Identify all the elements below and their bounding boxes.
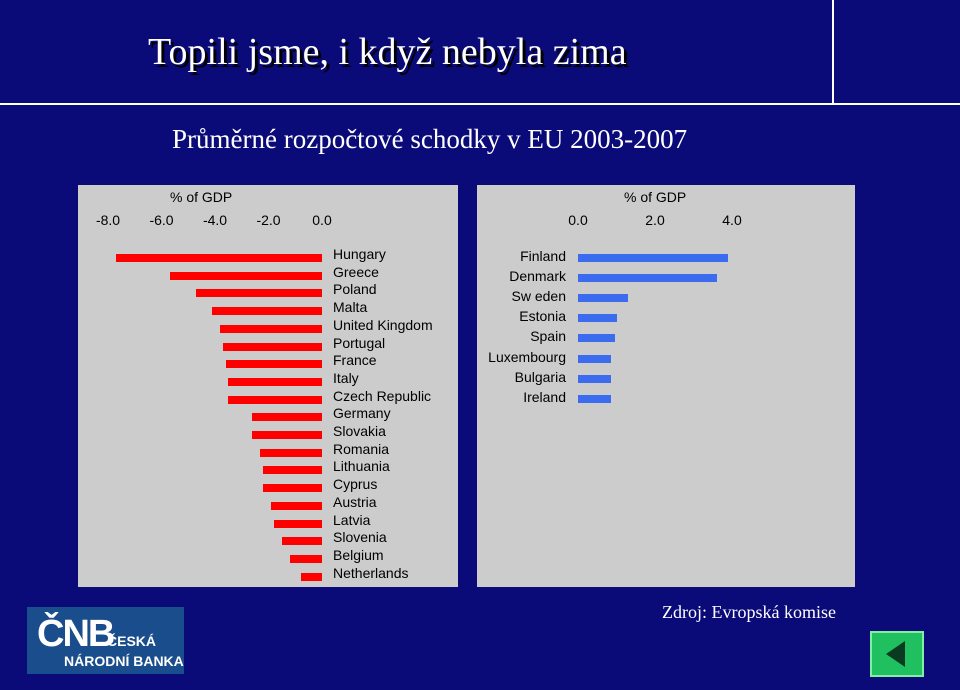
deficit-bar [252,431,322,439]
deficit-bar [220,324,322,333]
logo-line-2: NÁRODNÍ BANKA [64,653,184,669]
slide-title: Topili jsme, i když nebyla zima [148,31,627,73]
deficit-chart-panel [78,185,458,587]
surplus-bar [578,354,611,363]
deficit-category-label: Czech Republic [333,387,432,404]
deficit-category-label: Poland [333,281,377,298]
deficit-bar [228,395,322,404]
deficit-bar [260,448,322,457]
deficit-category-label: Austria [333,493,377,510]
deficit-category-label: France [333,352,377,369]
surplus-category-label: Estonia [519,308,566,325]
deficit-bar [289,554,322,563]
deficit-category-label: Slovenia [333,529,387,546]
deficit-bar [169,271,322,280]
deficit-category-label: Cyprus [333,476,378,493]
title-underline [0,103,960,105]
deficit-bar [300,572,322,581]
deficit-bar [263,466,322,475]
deficit-category-label: Italy [333,369,359,386]
surplus-category-label: Ireland [523,388,566,405]
right-tick-label: 4.0 [722,212,742,228]
surplus-bar [578,294,629,303]
deficit-bar [271,501,322,510]
right-tick-label: 0.0 [568,212,588,228]
deficit-category-label: Slovakia [333,423,386,439]
title-divider [832,0,834,103]
source-note: Zdroj: Evropská komise [662,602,836,622]
surplus-category-label: Spain [530,328,566,345]
left-tick-label: -4.0 [202,212,228,228]
deficit-bar [223,342,322,351]
left-tick-label: -6.0 [149,212,174,228]
surplus-bar [578,274,717,283]
deficit-bar [225,360,322,369]
left-axis-unit: % of GDP [170,189,233,205]
deficit-category-label: Greece [333,263,379,280]
surplus-category-label: Finland [520,248,566,264]
surplus-category-label: Bulgaria [514,368,566,385]
deficit-category-label: Germany [333,405,391,422]
deficit-category-label: Malta [333,299,368,316]
deficit-bar [116,254,322,262]
previous-slide-button[interactable] [870,631,924,677]
deficit-category-label: Netherlands [333,564,409,581]
left-tick-label: 0.0 [312,212,332,228]
right-tick-label: 2.0 [645,212,665,228]
surplus-chart-panel [477,185,855,587]
deficit-bar [212,307,322,316]
deficit-category-label: Romania [333,440,390,457]
logo-line-1: ČESKÁ [107,633,157,649]
back-arrow-icon [886,641,905,667]
deficit-category-label: Latvia [333,511,371,528]
deficit-category-label: Lithuania [333,458,390,475]
logo-mark: ČNB [37,613,115,655]
deficit-bar [196,289,322,298]
deficit-category-label: Portugal [333,334,386,351]
surplus-bar [578,394,611,403]
surplus-bar [578,254,729,262]
cnb-logo: ČNB ČESKÁ NÁRODNÍ BANKA [27,607,184,674]
deficit-bar [252,413,322,422]
left-tick-label: -2.0 [256,212,281,228]
slide-subtitle: Průměrné rozpočtové schodky v EU 2003-20… [172,124,688,154]
right-axis-unit: % of GDP [624,189,687,205]
surplus-bar [578,334,615,343]
surplus-category-label: Denmark [509,268,566,285]
deficit-bar [281,537,322,546]
deficit-category-label: United Kingdom [333,316,433,333]
surplus-category-label: Sw eden [511,288,566,305]
deficit-category-label: Belgium [333,546,384,563]
deficit-bar [263,484,322,493]
surplus-bar [578,314,617,323]
surplus-category-label: Luxembourg [488,348,566,365]
deficit-category-label: Hungary [333,246,386,262]
deficit-bar [228,377,322,386]
deficit-bar [273,519,322,528]
surplus-bar [578,374,611,383]
left-tick-label: -8.0 [95,212,121,228]
